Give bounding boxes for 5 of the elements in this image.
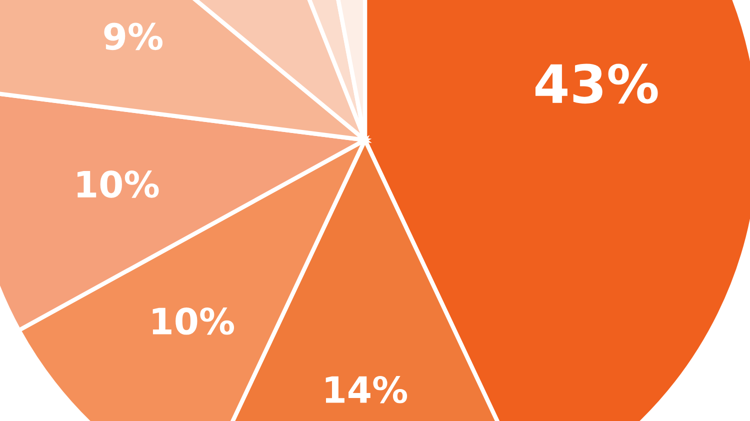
data-label: 10% (78, 170, 159, 198)
data-label: 14% (326, 376, 408, 404)
data-label: 43% (536, 64, 658, 104)
data-label: 10% (152, 307, 234, 335)
data-label: 9% (104, 22, 162, 50)
